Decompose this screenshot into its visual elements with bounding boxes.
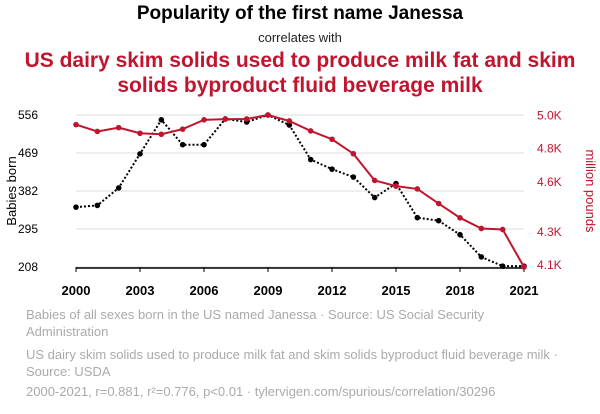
x-tick-label: 2015 [382, 283, 411, 298]
y-tick-label: 208 [18, 260, 38, 274]
data-point-janessa [94, 202, 101, 209]
data-point-janessa [499, 263, 506, 269]
legend-item-janessa: Babies of all sexes born in the US named… [4, 306, 564, 340]
x-tick-label: 2021 [510, 283, 539, 298]
data-point-dairy [499, 226, 506, 233]
data-point-dairy [137, 130, 143, 137]
data-point-dairy [115, 124, 122, 131]
x-tick-label: 2009 [254, 283, 283, 298]
chart-title-secondary: US dairy skim solids used to produce mil… [24, 49, 576, 97]
data-point-dairy [179, 126, 186, 132]
series-group [73, 112, 527, 270]
y-tick-label: 295 [18, 222, 38, 236]
x-tick-label: 2000 [62, 283, 91, 298]
data-point-dairy [521, 264, 527, 270]
data-point-janessa [201, 141, 207, 148]
y2-tick-label: 4.6K [537, 175, 562, 189]
data-point-dairy [158, 131, 165, 138]
data-point-janessa [158, 117, 165, 123]
chart-footer: 2000-2021, r=0.881, r²=0.776, p<0.01 · t… [26, 384, 496, 399]
y-axis-label: Babies born [4, 156, 19, 225]
y2-tick-label: 4.3K [537, 225, 562, 239]
x-tick-label: 2006 [190, 283, 219, 298]
y-tick-label: 382 [18, 184, 38, 198]
data-point-dairy [371, 177, 378, 184]
data-point-janessa [329, 166, 335, 172]
data-point-janessa [286, 122, 293, 128]
grid-lines [76, 114, 524, 268]
data-point-dairy [457, 215, 463, 221]
data-point-dairy [243, 116, 250, 122]
y2-tick-label: 4.1K [537, 258, 562, 272]
series-line-janessa [75, 113, 524, 268]
y2-tick-label: 4.8K [537, 142, 562, 156]
data-point-dairy [286, 118, 293, 124]
data-point-janessa [457, 231, 463, 238]
data-point-dairy [478, 225, 485, 232]
x-tick-label: 2012 [318, 283, 347, 298]
data-point-dairy [307, 128, 314, 134]
y2-tick-label: 5.0K [537, 108, 562, 122]
data-point-dairy [350, 150, 357, 157]
data-point-janessa [478, 254, 485, 260]
x-tick-label: 2003 [126, 283, 155, 298]
y-tick-label: 469 [18, 146, 38, 160]
data-point-dairy [265, 112, 271, 118]
series-line-dairy [75, 113, 525, 268]
data-point-dairy [94, 128, 101, 135]
legend-item-dairy: US dairy skim solids used to produce mil… [4, 346, 564, 380]
chart-subtitle: correlates with [258, 30, 342, 45]
left-axis-ticks: 208 295 382 469 556 [18, 108, 38, 274]
data-point-dairy [435, 200, 442, 207]
data-point-janessa [179, 141, 186, 148]
x-axis-ticks: 2000 2003 2006 2009 2012 2015 2018 2021 [62, 267, 539, 298]
chart-title: Popularity of the first name Janessa [136, 3, 464, 24]
data-point-janessa [350, 174, 357, 180]
data-point-janessa [115, 185, 122, 191]
data-point-janessa [371, 194, 378, 201]
data-point-dairy [393, 183, 399, 189]
data-point-dairy [414, 186, 421, 192]
data-point-janessa [435, 217, 442, 224]
data-point-janessa [73, 204, 79, 210]
data-point-janessa [307, 156, 314, 163]
y2-axis-label: million pounds [583, 149, 598, 233]
data-point-janessa [414, 214, 421, 221]
data-point-dairy [201, 117, 207, 123]
y-tick-label: 556 [18, 108, 38, 122]
legend-label-dairy: US dairy skim solids used to produce mil… [26, 347, 558, 379]
right-axis-ticks: 4.1K 4.3K 4.6K 4.8K 5.0K [537, 108, 562, 272]
data-point-dairy [222, 116, 229, 122]
data-point-dairy [329, 136, 335, 143]
data-point-dairy [73, 121, 79, 128]
legend-label-janessa: Babies of all sexes born in the US named… [26, 307, 485, 339]
data-point-janessa [137, 151, 143, 157]
x-tick-label: 2018 [446, 283, 475, 298]
